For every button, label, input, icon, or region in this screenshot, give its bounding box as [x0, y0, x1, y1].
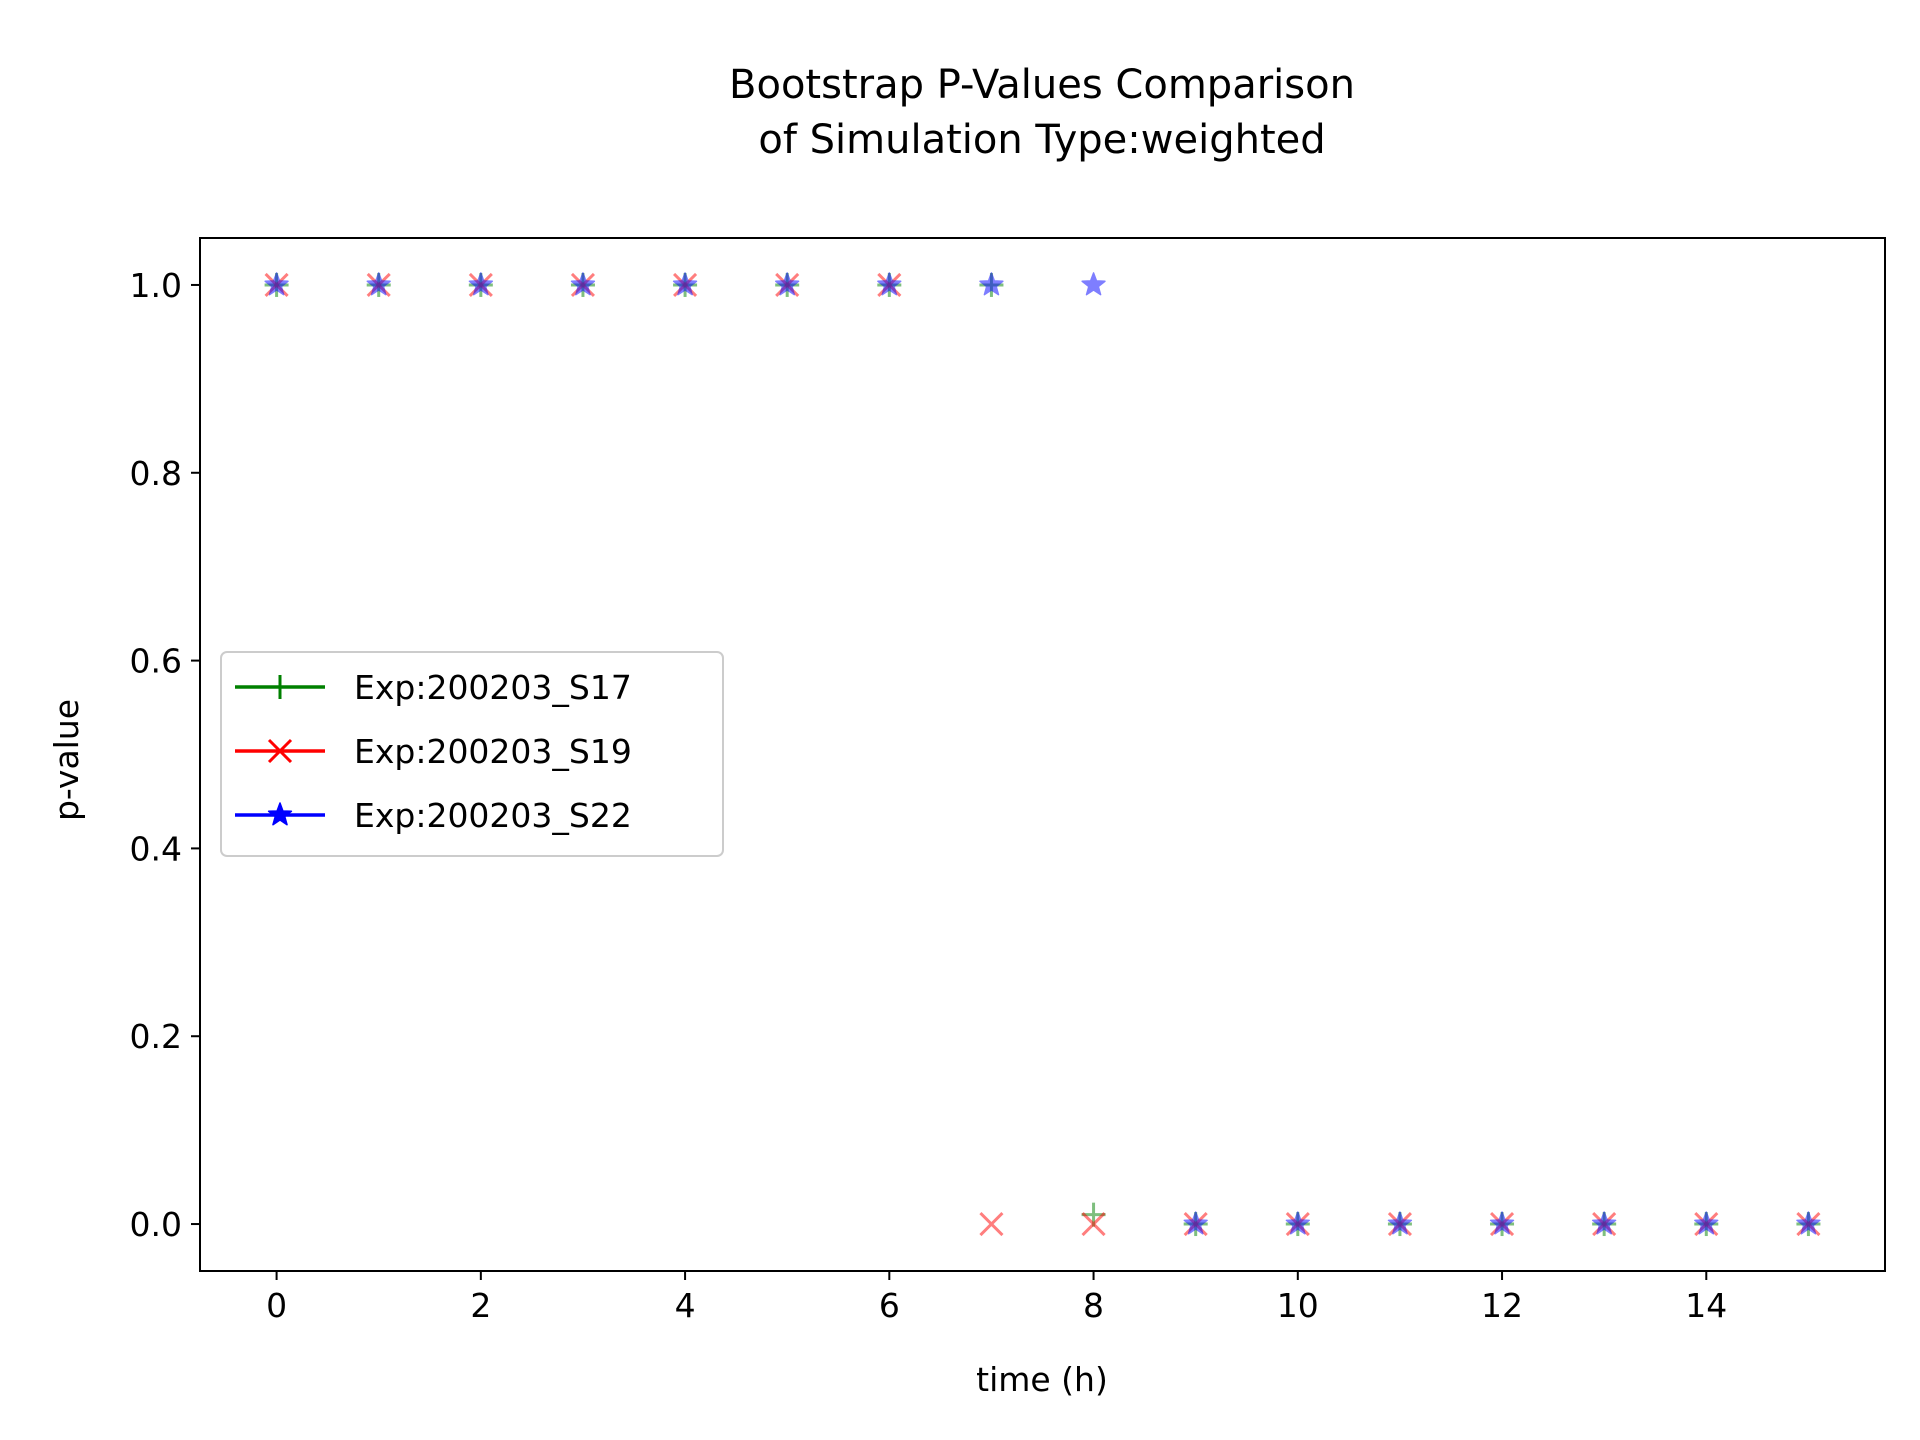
y-tick-label: 0.8 [130, 454, 182, 493]
legend-marker [267, 802, 293, 826]
legend-entry: Exp:200203_S22 [235, 796, 632, 835]
data-point [1489, 1211, 1515, 1235]
data-point [570, 272, 596, 296]
data-point [1694, 1211, 1719, 1235]
y-tick-label: 0.4 [130, 829, 182, 868]
chart-title: Bootstrap P-Values Comparison of Simulat… [729, 62, 1355, 163]
y-axis-label: p-value [47, 699, 86, 821]
x-tick-label: 8 [1083, 1286, 1104, 1325]
x-tick-label: 14 [1685, 1286, 1727, 1325]
legend-marker [268, 675, 292, 699]
x-tick-label: 0 [266, 1286, 287, 1325]
data-point [1081, 272, 1106, 296]
data-point [979, 272, 1004, 296]
legend-entry: Exp:200203_S17 [235, 668, 632, 707]
legend-marker [267, 738, 293, 764]
y-tick-label: 0.2 [130, 1017, 182, 1056]
y-axis: 0.0 0.2 0.4 0.6 0.8 1.0 [130, 266, 200, 1244]
y-tick-label: 0.0 [130, 1205, 182, 1244]
x-axis: 0 2 4 6 8 10 12 14 [266, 1271, 1727, 1325]
plot-area-frame [199, 237, 1886, 1272]
chart-title-line-1: Bootstrap P-Values Comparison [729, 62, 1355, 108]
data-point [1285, 1211, 1310, 1235]
legend-frame [220, 651, 724, 857]
x-tick-label: 12 [1481, 1286, 1523, 1325]
y-tick-label: 1.0 [130, 266, 182, 305]
plot-marks [264, 272, 1821, 1237]
x-tick-label: 4 [675, 1286, 696, 1325]
legend-label: Exp:200203_S17 [354, 668, 632, 707]
data-point [1183, 1211, 1208, 1235]
series-Exp:200203_S22 [264, 272, 1821, 1235]
data-point [1592, 1211, 1617, 1235]
x-axis-label: time (h) [976, 1360, 1108, 1399]
data-point [366, 272, 391, 296]
data-point [775, 272, 800, 296]
data-point [264, 272, 289, 296]
data-point [877, 272, 902, 296]
legend: Exp:200203_S17 Exp:200203_S19 Exp:200203_S… [220, 651, 724, 857]
legend-label: Exp:200203_S22 [354, 796, 632, 835]
x-tick-label: 2 [470, 1286, 491, 1325]
data-point [672, 272, 698, 296]
legend-label: Exp:200203_S19 [354, 732, 632, 771]
data-point [1387, 1211, 1413, 1235]
y-tick-label: 0.6 [130, 642, 182, 681]
x-tick-label: 10 [1277, 1286, 1319, 1325]
data-point [1081, 1211, 1106, 1237]
data-point [979, 1211, 1004, 1237]
chart-title-line-2: of Simulation Type:weighted [758, 117, 1325, 163]
legend-entry: Exp:200203_S19 [235, 732, 632, 771]
x-tick-label: 6 [879, 1286, 900, 1325]
data-point [1796, 1211, 1821, 1235]
data-point [468, 272, 493, 296]
